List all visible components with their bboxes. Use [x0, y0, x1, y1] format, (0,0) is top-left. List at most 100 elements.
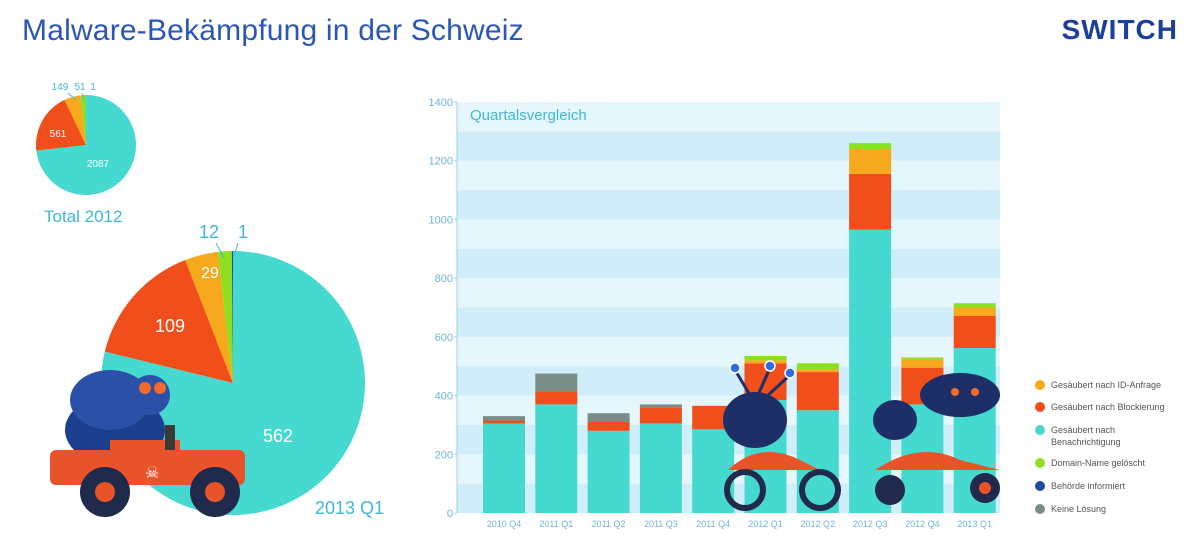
- x-tick-label: 2012 Q4: [905, 519, 940, 529]
- bar-segment: [587, 413, 630, 422]
- monster-jeep-illustration: ☠: [50, 370, 245, 517]
- bar-segment: [901, 358, 944, 368]
- x-tick-label: 2011 Q3: [644, 519, 678, 529]
- legend-label: Gesäubert nach: [1051, 425, 1115, 435]
- bar-chart-title: Quartalsvergleich: [470, 107, 587, 124]
- x-tick-label: 2012 Q3: [853, 519, 888, 529]
- bar-segment: [796, 363, 839, 370]
- bar-segment: [953, 303, 996, 308]
- plot-band: [457, 160, 1000, 191]
- monster-scooter-illustration: [723, 360, 841, 511]
- mascot-illustrations: ☠: [50, 360, 1000, 517]
- bar-segment: [796, 369, 839, 373]
- bar-segment: [483, 416, 525, 421]
- switch-logo: SWITCH: [1061, 14, 1178, 45]
- pie-leader-line: [67, 92, 77, 101]
- svg-text:☠: ☠: [145, 463, 159, 482]
- bar-segment: [953, 316, 996, 349]
- pie-slice: [104, 259, 233, 383]
- x-tick-label: 2011 Q4: [696, 519, 730, 529]
- legend-label: Gesäubert nach Blockierung: [1051, 402, 1165, 412]
- bar-segment: [849, 143, 892, 149]
- pie-leader-line: [215, 242, 225, 259]
- bar-segment: [587, 421, 630, 431]
- pie-value-label: 12: [199, 222, 219, 242]
- legend-swatch: [1035, 504, 1045, 514]
- legend-swatch: [1035, 425, 1045, 435]
- pie-value-label: 561: [50, 129, 67, 140]
- y-tick-label: 1200: [429, 156, 453, 168]
- pie-leader-line: [233, 242, 239, 257]
- bar-segment: [483, 423, 525, 513]
- bar-segment: [535, 373, 578, 392]
- bar-segment: [535, 404, 578, 513]
- pie-slice: [185, 251, 233, 383]
- pie-chart-0: 2087 561 149 51 1 Total 2012: [36, 82, 136, 226]
- plot-band: [457, 131, 1000, 161]
- plot-band: [457, 278, 1000, 308]
- bar-segment: [639, 407, 682, 424]
- plot-band: [457, 307, 1000, 337]
- x-tick-label: 2012 Q1: [748, 519, 783, 529]
- legend-label: Keine Lösung: [1051, 504, 1106, 514]
- pie-value-label: 149: [52, 82, 69, 93]
- plot-band: [457, 102, 1000, 132]
- y-tick-label: 200: [435, 449, 453, 461]
- pie-value-label: 109: [155, 316, 185, 336]
- y-tick-label: 1000: [429, 214, 453, 226]
- legend-label-line2: Benachrichtigung: [1051, 437, 1121, 447]
- plot-band: [457, 190, 1000, 220]
- y-tick-label: 0: [447, 508, 453, 520]
- monster-moped-illustration: [873, 373, 1000, 505]
- x-tick-label: 2010 Q4: [487, 519, 522, 529]
- plot-band: [457, 248, 1000, 279]
- pie-slice: [36, 95, 136, 196]
- x-tick-label: 2011 Q1: [539, 519, 573, 529]
- pie-slice: [36, 99, 86, 151]
- bar-segment: [587, 430, 630, 513]
- pie-value-label: 562: [263, 426, 293, 446]
- pie-value-label: 51: [74, 82, 86, 93]
- pie-slice: [231, 251, 233, 383]
- pie-title: 2013 Q1: [315, 498, 384, 518]
- bar-segment: [639, 404, 682, 408]
- bar-segment: [953, 307, 996, 317]
- legend-label: Domain-Name gelöscht: [1051, 458, 1146, 468]
- x-tick-label: 2012 Q2: [801, 519, 836, 529]
- bar-segment: [901, 357, 944, 359]
- pie-value-label: 1: [90, 82, 96, 93]
- bar-segment: [483, 420, 525, 424]
- pie-title: Total 2012: [44, 207, 122, 226]
- bar-segment: [744, 355, 787, 361]
- y-tick-label: 400: [435, 391, 453, 403]
- y-tick-label: 600: [435, 332, 453, 344]
- bar-segment: [849, 173, 892, 230]
- bar-segment: [796, 372, 839, 411]
- pie-value-label: 2087: [87, 159, 110, 170]
- pie-slice: [217, 251, 233, 383]
- pie-leader-line: [81, 92, 85, 101]
- x-tick-label: 2013 Q1: [957, 519, 992, 529]
- legend: Gesäubert nach ID-Anfrage Gesäubert nach …: [1035, 380, 1165, 514]
- legend-swatch: [1035, 402, 1045, 412]
- bar-segment: [535, 391, 578, 405]
- pie-value-label: 29: [201, 265, 219, 282]
- y-tick-label: 1400: [429, 97, 453, 109]
- legend-swatch: [1035, 481, 1045, 491]
- plot-band: [457, 219, 1000, 249]
- x-tick-label: 2011 Q2: [592, 519, 626, 529]
- legend-label: Gesäubert nach ID-Anfrage: [1051, 380, 1161, 390]
- bar-segment: [639, 423, 682, 513]
- page-title: Malware-Bekämpfung in der Schweiz: [22, 14, 524, 47]
- bar-segment: [849, 148, 892, 174]
- pie-slice: [80, 95, 86, 145]
- pie-slice: [64, 95, 86, 145]
- pie-value-label: 1: [238, 222, 248, 242]
- bar-segment: [849, 229, 892, 514]
- legend-swatch: [1035, 380, 1045, 390]
- legend-label: Behörde informiert: [1051, 481, 1126, 491]
- y-tick-label: 800: [435, 273, 453, 285]
- bar-segment: [744, 360, 787, 364]
- legend-swatch: [1035, 458, 1045, 468]
